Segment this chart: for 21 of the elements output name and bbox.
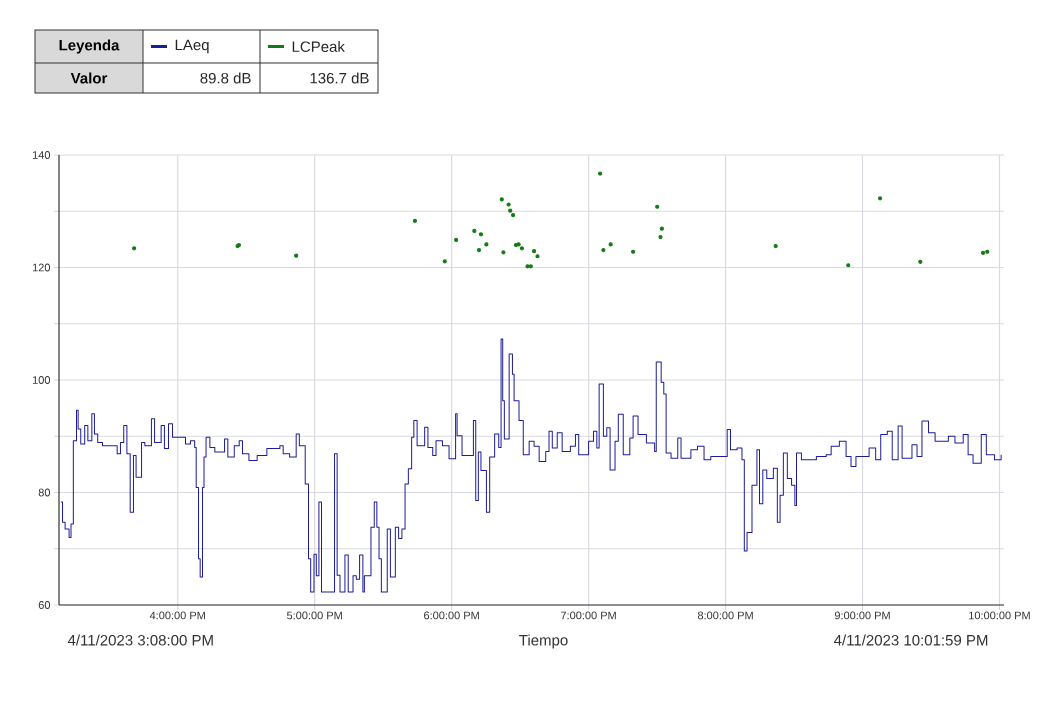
x-tick-label: 4:00:00 PM xyxy=(149,611,205,620)
text: Valor xyxy=(70,72,108,84)
y-tick-label: 100 xyxy=(32,376,51,384)
x-tick-label: 10:00:00 PM xyxy=(969,611,1030,620)
legend-title: Leyenda xyxy=(59,39,120,54)
y-tick-label: 60 xyxy=(38,601,51,609)
x-axis-title: Tiempo xyxy=(519,634,568,649)
x-tick-label: 8:00:00 PM xyxy=(697,611,753,620)
x-tick-label: 6:00:00 PM xyxy=(424,611,479,620)
y-tick-label: 80 xyxy=(38,488,51,497)
y-tick-label: 140 xyxy=(32,151,51,159)
text: 4/11/2023 10:01:59 PM xyxy=(833,634,988,646)
text: 4/11/2023 3:08:00 PM xyxy=(67,634,213,646)
x-tick-label: 9:00:00 PM xyxy=(834,611,890,620)
legend-label: LCPeak xyxy=(292,40,345,52)
legend-label: LAeq xyxy=(175,39,209,54)
text: 136.7 dB xyxy=(310,72,369,84)
text: 89.8 dB xyxy=(200,72,251,84)
y-tick-label: 120 xyxy=(32,263,51,272)
x-tick-label: 7:00:00 PM xyxy=(561,611,616,620)
x-tick-label: 5:00:00 PM xyxy=(286,611,342,620)
